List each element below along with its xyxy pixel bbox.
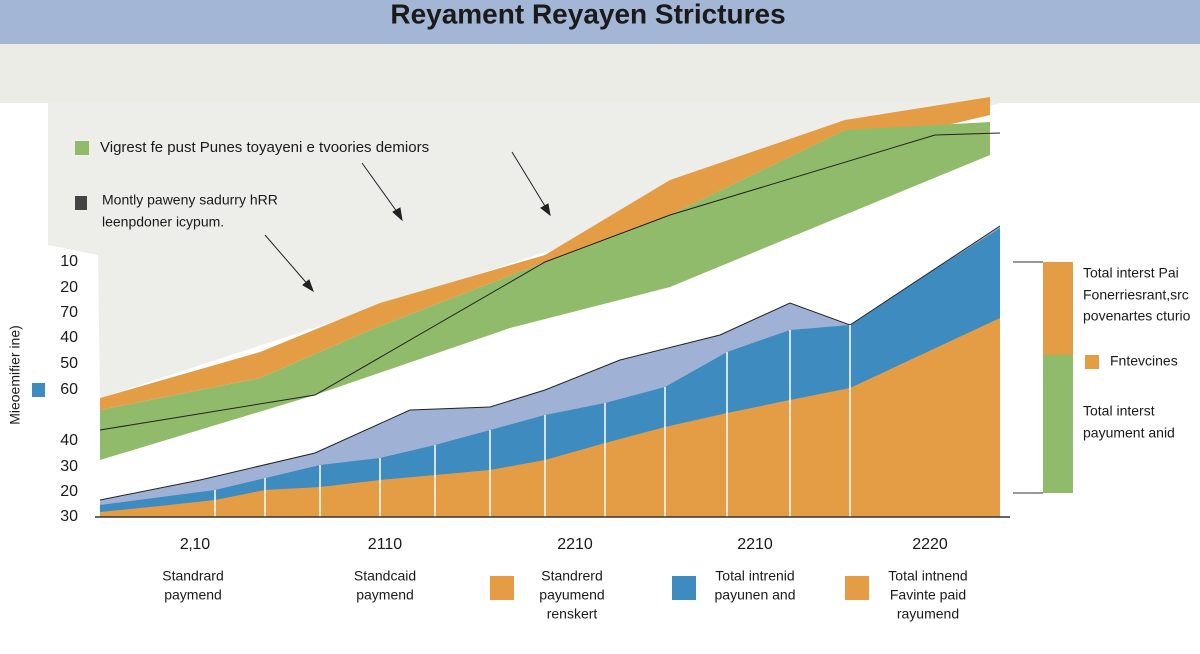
y-label: 70 (60, 304, 78, 321)
legend-swatch (1085, 355, 1099, 369)
annotation-swatch (75, 196, 87, 210)
y-label: 30 (60, 508, 78, 525)
legend-text: Favinte paid (890, 587, 966, 603)
legend-text: renskert (547, 606, 598, 622)
legend-text: Total interst (1083, 403, 1155, 419)
y-axis-title: Mieoemifier ine) (7, 325, 23, 425)
y-label: 40 (60, 432, 78, 449)
legend-text: Fntevcines (1110, 353, 1178, 369)
green-band (100, 122, 990, 460)
legend-text: Standcaid (354, 568, 416, 584)
legend-text: povenartes cturio (1083, 308, 1191, 324)
x-label: 2210 (557, 536, 593, 553)
x-label: 2‚10 (180, 536, 210, 553)
legend-bar (1043, 262, 1073, 355)
legend-text: paymend (356, 587, 414, 603)
y-label: 10 (60, 253, 78, 270)
legend-text: Standrerd (541, 568, 602, 584)
y-label: 20 (60, 483, 78, 500)
y-label: 40 (60, 329, 78, 346)
title: Reyament Reyayen Strictures (390, 0, 785, 29)
legend-bar (1043, 355, 1073, 493)
annotation-swatch (75, 141, 89, 155)
y-label: 30 (60, 458, 78, 475)
y-label: 60 (60, 381, 78, 398)
x-label: 2110 (368, 536, 403, 553)
legend-text: payumend (539, 587, 604, 603)
legend-text: payunen and (715, 587, 796, 603)
legend-swatch (490, 576, 514, 600)
dividers (214, 325, 851, 517)
arrows (264, 151, 551, 293)
x-label: 2210 (737, 536, 773, 553)
y-axis-swatch (32, 383, 45, 397)
annotation: Montly paweny sadurry hRR (102, 192, 278, 208)
legend-swatch (845, 576, 869, 600)
outline (99, 225, 1001, 501)
orange-band (100, 97, 990, 410)
trend-line (99, 132, 1001, 431)
annotation: Vigrest fe pust Punes toyayeni e tvoorie… (100, 139, 429, 156)
legend-text: payument anid (1083, 425, 1175, 441)
y-label: 50 (60, 355, 78, 372)
legend-text: rayumend (897, 606, 959, 622)
legend-text: Total interst Pai (1083, 265, 1179, 281)
legend-text: Total intnend (888, 568, 967, 584)
annotation: leenpdoner icypum. (102, 214, 224, 230)
legend-text: Total intrenid (715, 568, 794, 584)
legend-swatch (672, 576, 696, 600)
legend-text: Fonerriesrant,src (1083, 287, 1189, 303)
orange-area (100, 318, 1000, 517)
legend-text: paymend (164, 587, 222, 603)
x-label: 2220 (912, 536, 948, 553)
y-label: 20 (60, 279, 78, 296)
legend-text: Standrard (162, 568, 223, 584)
sub-band (0, 44, 1200, 103)
header-band (0, 0, 1200, 44)
